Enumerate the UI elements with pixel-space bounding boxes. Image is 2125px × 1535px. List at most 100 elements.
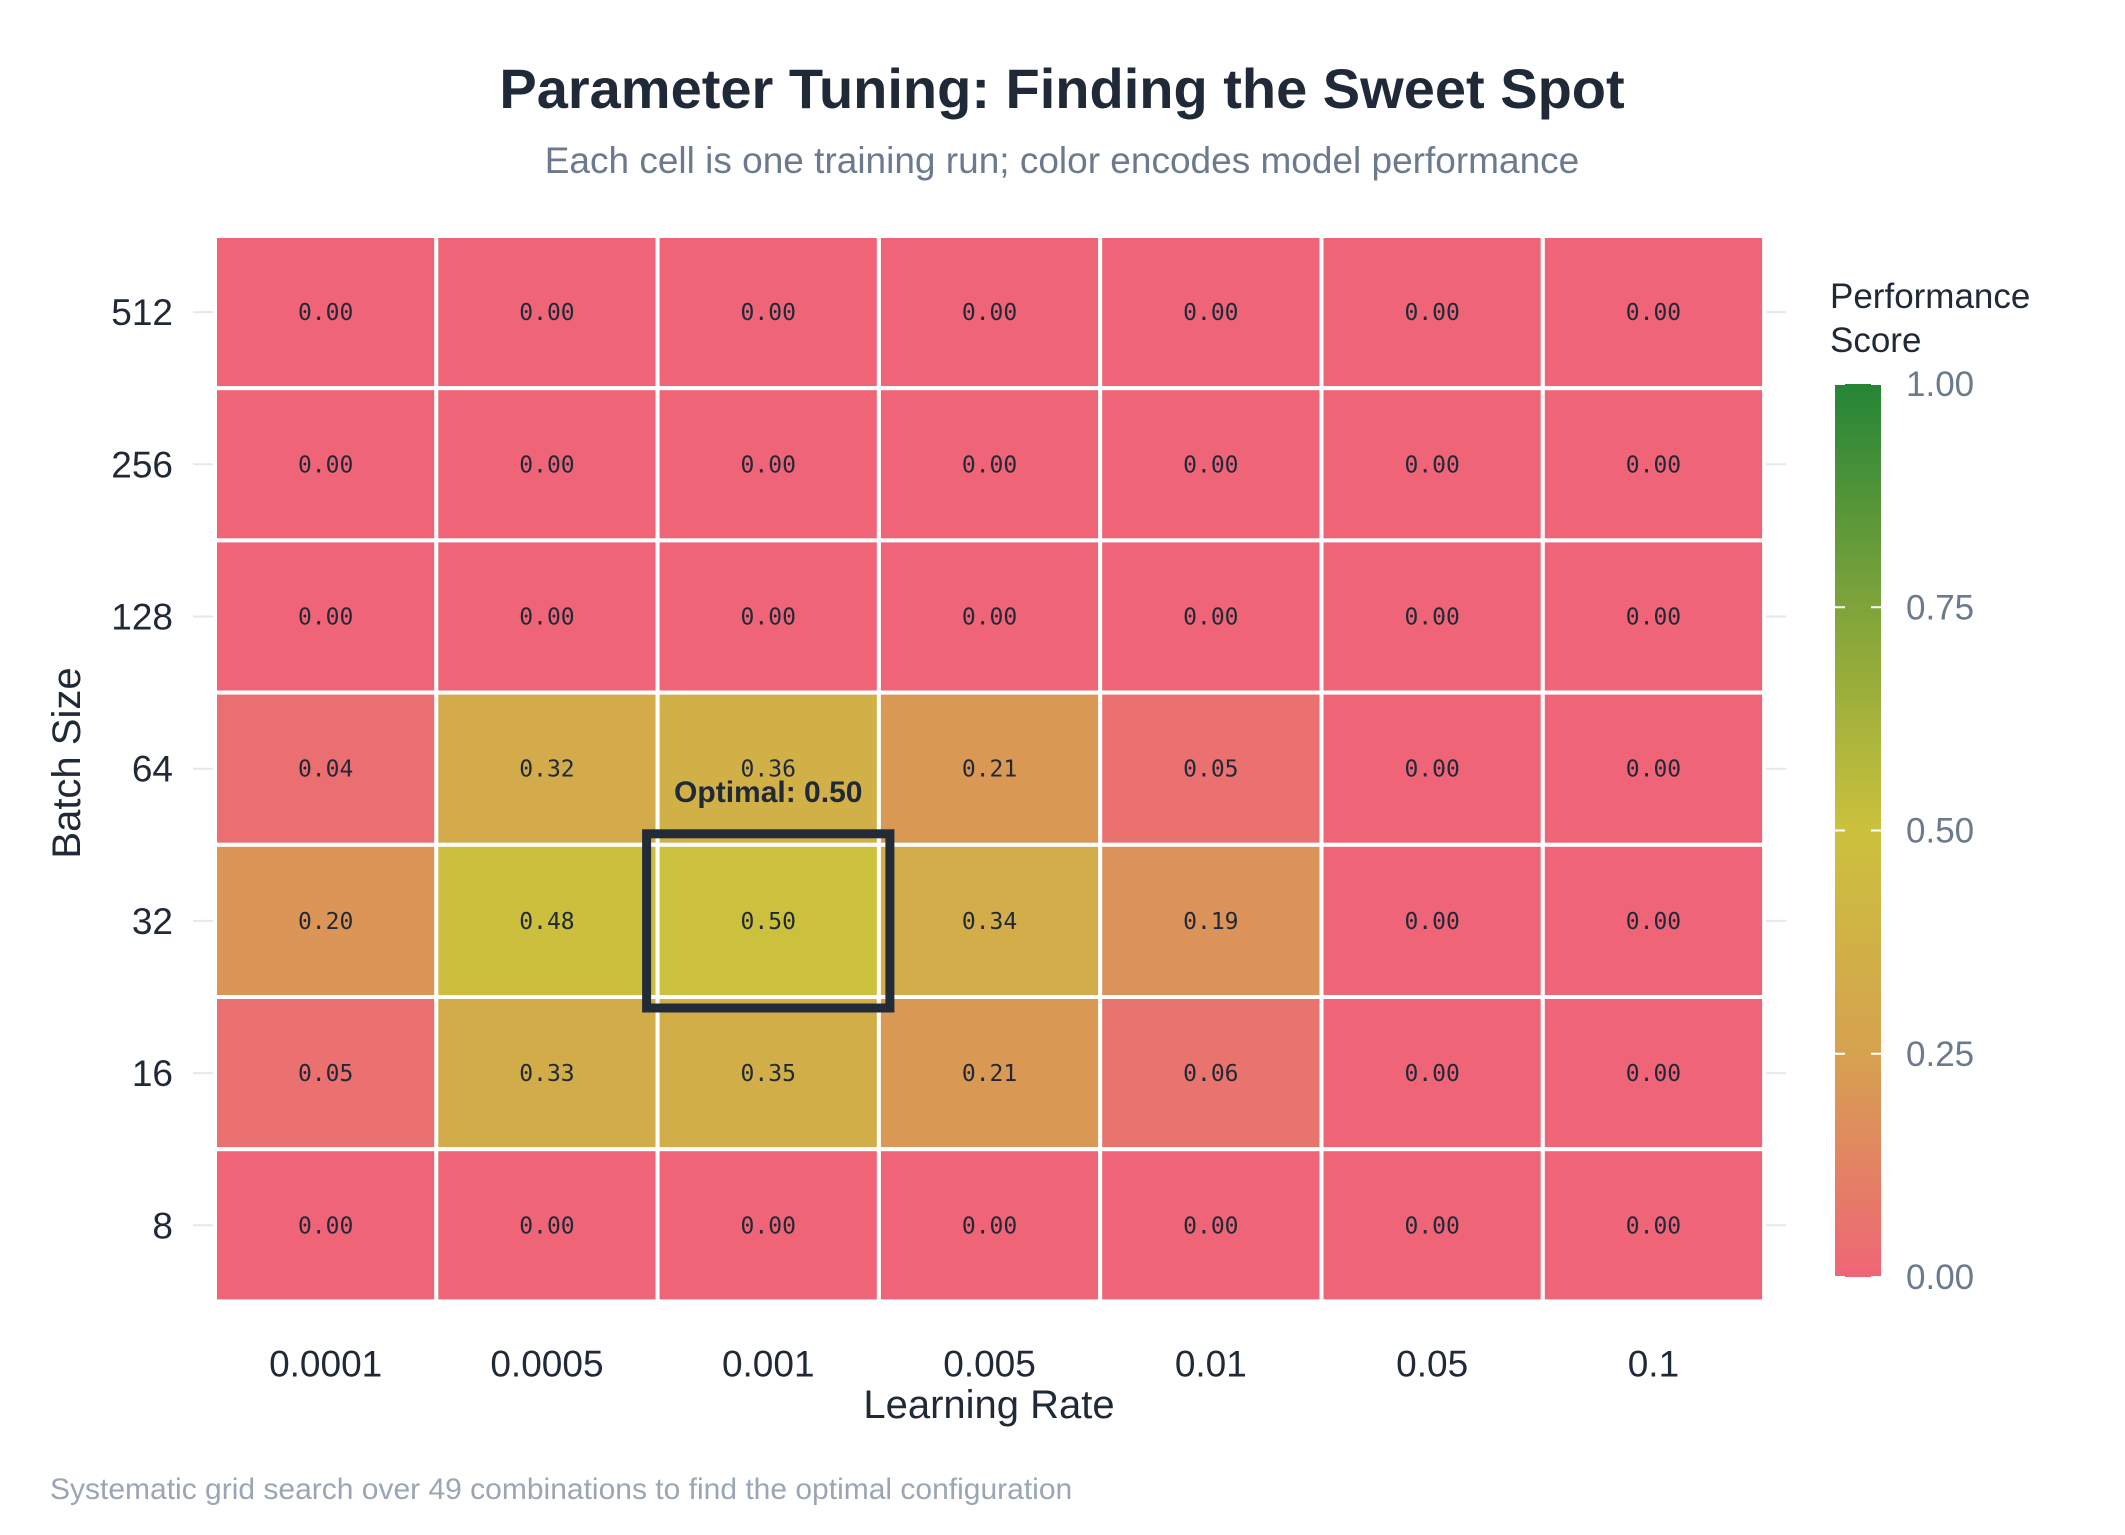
cell-value-label: 0.00 xyxy=(1183,452,1238,478)
cell-value-label: 0.00 xyxy=(962,1213,1017,1239)
heatmap-cell xyxy=(876,1147,1103,1304)
x-tick-label: 0.1 xyxy=(1628,1343,1679,1384)
cell-value-label: 0.00 xyxy=(519,452,574,478)
cell-value-label: 0.00 xyxy=(962,300,1017,326)
x-tick-label: 0.0001 xyxy=(269,1343,382,1384)
heatmap-cell xyxy=(1540,995,1767,1152)
cell-value-label: 0.34 xyxy=(962,909,1017,935)
y-tick-label: 16 xyxy=(132,1053,173,1094)
cell-value-label: 0.00 xyxy=(1404,1061,1459,1087)
heatmap-cell xyxy=(876,995,1103,1152)
cell-value-label: 0.00 xyxy=(1404,452,1459,478)
y-tick-label: 32 xyxy=(132,901,173,942)
cell-value-label: 0.05 xyxy=(298,1061,353,1087)
heatmap-cell xyxy=(1540,690,1767,847)
y-axis-ticks: 512 256 128 64 32 16 8 xyxy=(111,292,173,1246)
cell-value-label: 0.00 xyxy=(1626,1061,1681,1087)
colorbar-tick-label: 1.00 xyxy=(1906,365,1974,404)
cell-value-label: 0.00 xyxy=(1626,1213,1681,1239)
cell-value-label: 0.04 xyxy=(298,757,353,783)
heatmap-cell xyxy=(655,538,881,695)
cell-value-label: 0.00 xyxy=(1183,605,1238,631)
cell-value-label: 0.00 xyxy=(298,300,353,326)
heatmap-cell xyxy=(434,842,660,999)
cell-value-label: 0.00 xyxy=(1404,757,1459,783)
cell-value-label: 0.00 xyxy=(1626,300,1681,326)
cell-value-label: 0.00 xyxy=(1626,909,1681,935)
cell-value-label: 0.33 xyxy=(519,1061,574,1087)
cell-value-label: 0.00 xyxy=(741,605,796,631)
cell-value-label: 0.35 xyxy=(741,1061,796,1087)
cell-value-label: 0.36 xyxy=(741,757,796,783)
heatmap-cell xyxy=(876,690,1103,847)
colorbar-tick-label: 0.50 xyxy=(1906,812,1974,851)
cell-value-label: 0.00 xyxy=(298,1213,353,1239)
x-axis-label: Learning Rate xyxy=(863,1383,1114,1427)
heatmap-cell xyxy=(1319,1147,1545,1304)
heatmap-cell xyxy=(434,1147,660,1304)
colorbar-tick-label: 0.25 xyxy=(1906,1035,1974,1074)
heatmap-cell xyxy=(1540,1147,1767,1304)
cell-value-label: 0.00 xyxy=(1183,300,1238,326)
cell-value-label: 0.00 xyxy=(741,1213,796,1239)
cell-value-label: 0.00 xyxy=(1626,605,1681,631)
heatmap-cell xyxy=(1540,234,1767,391)
heatmap-cell xyxy=(213,842,439,999)
heatmap-cell xyxy=(1098,995,1324,1152)
cell-value-label: 0.00 xyxy=(1404,1213,1459,1239)
cell-value-label: 0.00 xyxy=(1183,1213,1238,1239)
heatmap-cell xyxy=(876,386,1103,543)
heatmap-cell xyxy=(434,690,660,847)
cell-value-label: 0.19 xyxy=(1183,909,1238,935)
cell-value-label: 0.21 xyxy=(962,1061,1017,1087)
y-tick-label: 8 xyxy=(152,1205,173,1246)
colorbar-ticks: 0.00 0.25 0.50 0.75 1.00 xyxy=(1835,365,1974,1297)
colorbar-title-line-1: Performance xyxy=(1830,277,2030,316)
heatmap-cell xyxy=(1098,842,1324,999)
cell-value-label: 0.00 xyxy=(962,452,1017,478)
x-tick-label: 0.01 xyxy=(1175,1343,1247,1384)
x-tick-label: 0.0005 xyxy=(490,1343,603,1384)
cell-value-label: 0.00 xyxy=(1626,452,1681,478)
cell-value-label: 0.32 xyxy=(519,757,574,783)
heatmap-cell xyxy=(1098,234,1324,391)
cell-value-label: 0.05 xyxy=(1183,757,1238,783)
cell-value-label: 0.50 xyxy=(741,909,796,935)
y-tick-label: 512 xyxy=(111,292,173,333)
heatmap-cell xyxy=(1098,1147,1324,1304)
cell-value-label: 0.00 xyxy=(298,452,353,478)
colorbar: Performance Score 0.00 0.25 0.50 0.75 1.00 xyxy=(1830,277,2030,1297)
y-tick-label: 128 xyxy=(111,597,173,638)
cell-value-label: 0.00 xyxy=(962,605,1017,631)
heatmap-cell xyxy=(1540,538,1767,695)
cell-value-label: 0.20 xyxy=(298,909,353,935)
cell-value-label: 0.00 xyxy=(741,452,796,478)
y-axis-label: Batch Size xyxy=(45,667,89,858)
cell-value-label: 0.21 xyxy=(962,757,1017,783)
optimal-highlight: Optimal: 0.50 xyxy=(642,776,895,1013)
y-tick-label: 64 xyxy=(132,749,173,790)
x-tick-label: 0.05 xyxy=(1396,1343,1468,1384)
cell-value-label: 0.00 xyxy=(519,605,574,631)
cell-value-label: 0.00 xyxy=(1404,605,1459,631)
x-axis-ticks: 0.0001 0.0005 0.001 0.005 0.01 0.05 0.1 xyxy=(269,1343,1679,1384)
cell-value-label: 0.06 xyxy=(1183,1061,1238,1087)
cell-value-label: 0.00 xyxy=(519,300,574,326)
cell-value-label: 0.48 xyxy=(519,909,574,935)
x-tick-label: 0.005 xyxy=(943,1343,1036,1384)
chart-subtitle: Each cell is one training run; color enc… xyxy=(545,140,1580,181)
colorbar-tick-label: 0.00 xyxy=(1906,1258,1974,1297)
heatmap-cell xyxy=(876,234,1103,391)
heatmap-cell xyxy=(1319,386,1545,543)
heatmap-cell xyxy=(1319,690,1545,847)
heatmap-cell xyxy=(655,1147,881,1304)
heatmap-cell xyxy=(655,995,881,1152)
cell-value-label: 0.00 xyxy=(298,605,353,631)
heatmap-cell xyxy=(434,234,660,391)
y-tick-label: 256 xyxy=(111,444,173,485)
cell-value-label: 0.00 xyxy=(1626,757,1681,783)
colorbar-tick-label: 0.75 xyxy=(1906,588,1974,627)
x-tick-label: 0.001 xyxy=(722,1343,815,1384)
optimal-highlight-box xyxy=(642,829,895,1013)
